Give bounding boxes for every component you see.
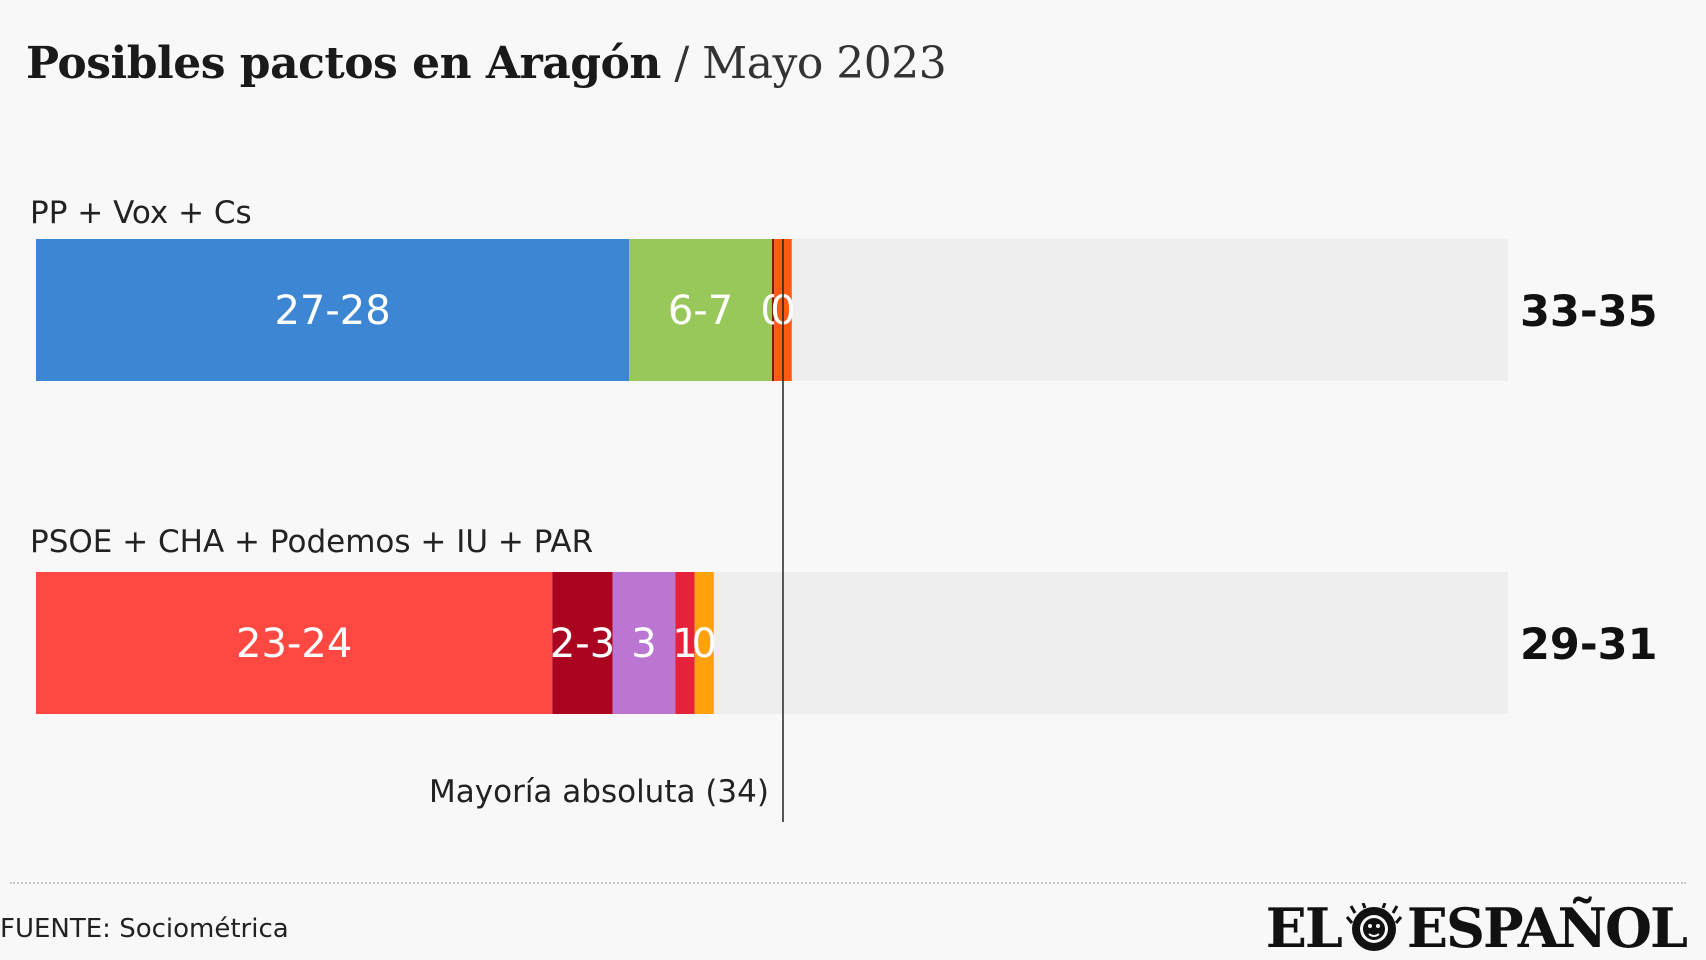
bar-segment: [552, 572, 613, 714]
logo-text-left: EL: [1265, 896, 1343, 960]
bar-segment: [629, 239, 772, 381]
group-label: PP + Vox + Cs: [30, 195, 252, 231]
majority-label: Mayoría absoluta (34): [429, 774, 769, 810]
footer-divider: [10, 882, 1686, 884]
source-note: FUENTE: Sociométrica: [0, 914, 289, 944]
bar-segment: [675, 572, 695, 714]
bar-segment: [36, 239, 630, 381]
chart-title: Posibles pactos en Aragón / Mayo 2023: [26, 34, 947, 94]
segment-label: 0: [691, 621, 716, 667]
el-espanol-logo: EL ESPAÑOL: [1266, 896, 1688, 960]
bar-segment: [772, 239, 775, 381]
bar-segment: [694, 572, 714, 714]
segment-label: 27-28: [274, 288, 390, 334]
segment-label: 3: [631, 621, 656, 667]
title-subtitle: Mayo 2023: [702, 38, 947, 89]
lion-head-icon: [1345, 903, 1403, 951]
group-total-label: 33-35: [1520, 287, 1658, 337]
bar-segment: [612, 572, 676, 714]
segment-label: 23-24: [236, 621, 352, 667]
segment-label: 6-7: [668, 288, 733, 334]
title-main: Posibles pactos en Aragón: [26, 38, 661, 89]
logo-text-right: ESPAÑOL: [1406, 896, 1688, 960]
segment-label: 1: [672, 621, 697, 667]
group-label: PSOE + CHA + Podemos + IU + PAR: [30, 524, 593, 560]
group-total-label: 29-31: [1520, 620, 1658, 670]
segment-label: 2-3: [550, 621, 615, 667]
bar-segment: [36, 572, 553, 714]
title-separator: /: [660, 38, 703, 89]
